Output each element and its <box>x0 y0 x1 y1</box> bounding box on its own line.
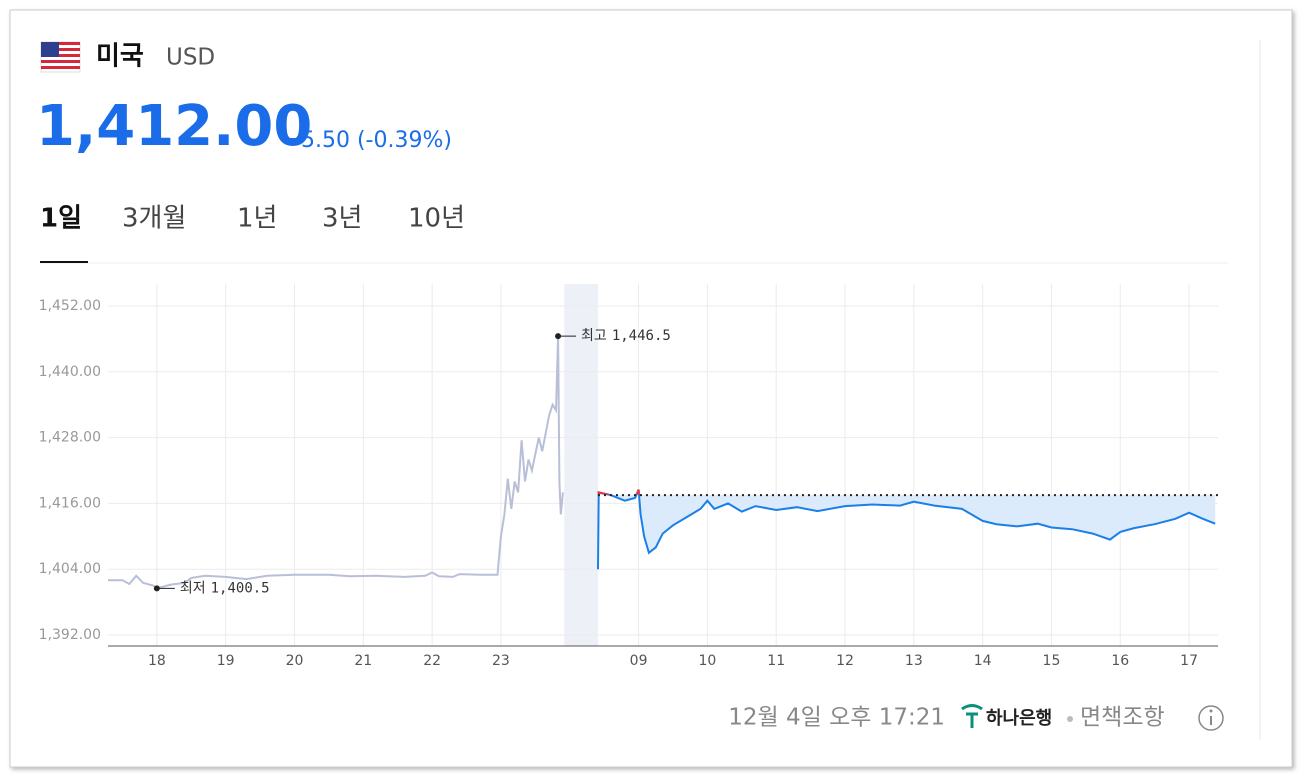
frame <box>9 9 1293 768</box>
x-tick-label: 16 <box>1111 653 1129 669</box>
line <box>108 336 564 590</box>
x-tick-label: 22 <box>423 653 441 669</box>
line <box>597 489 1216 570</box>
tabs: 1일 3개월 1년 3년 10년 <box>40 204 465 263</box>
night-band <box>564 284 598 646</box>
x-tick-label: 20 <box>286 653 304 669</box>
tab[interactable]: 10년 <box>408 204 465 234</box>
timestamp: 12월 4일 오후 17:21 <box>728 705 945 731</box>
x-tick-label: 21 <box>354 653 372 669</box>
x-tick-label: 13 <box>905 653 923 669</box>
country: 미국 <box>96 42 144 72</box>
disclaimer[interactable]: 면책조항 <box>1080 705 1165 731</box>
y-tick-label: 1,392.00 <box>39 627 101 643</box>
flag-icon <box>40 41 81 73</box>
x-tick-label: 19 <box>217 653 235 669</box>
x-tick-label: 11 <box>767 653 785 669</box>
info-icon[interactable] <box>1198 705 1224 731</box>
y-tick-label: 1,428.00 <box>39 430 101 446</box>
down-arrow <box>285 138 297 146</box>
bank-logo <box>961 704 983 728</box>
x-tick-label: 10 <box>698 653 716 669</box>
tab[interactable]: 3년 <box>322 204 362 234</box>
tab[interactable]: 1일 <box>40 204 82 234</box>
change: 5.50 (-0.39%) <box>301 128 452 153</box>
x-tick-label: 14 <box>974 653 992 669</box>
x-tick-label: 23 <box>492 653 510 669</box>
x-tick-label: 09 <box>630 653 648 669</box>
extreme-label: 최고 <box>581 328 607 344</box>
x-tick-label: 15 <box>1043 653 1061 669</box>
y-tick-label: 1,416.00 <box>39 495 101 511</box>
extreme-label: 최저 <box>180 580 206 596</box>
x-tick-label: 17 <box>1180 653 1198 669</box>
x-tick-label: 18 <box>148 653 166 669</box>
dot <box>1067 716 1073 722</box>
chart: 1,392.00 1,404.00 1,416.00 1,428.00 1,440.00… <box>39 284 1218 669</box>
tab[interactable]: 3개월 <box>122 204 186 234</box>
tab[interactable]: 1년 <box>237 204 277 234</box>
price: 1,412.00 <box>36 94 312 159</box>
bank-name: 하나은행 <box>986 708 1052 729</box>
currency: USD <box>166 45 215 71</box>
extreme-value: 1,446.5 <box>612 328 671 344</box>
y-tick-label: 1,440.00 <box>39 364 101 380</box>
area <box>597 489 1216 570</box>
y-tick-labels: 1,392.00 1,404.00 1,416.00 1,428.00 1,440.00… <box>39 298 101 643</box>
y-tick-label: 1,404.00 <box>39 561 101 577</box>
x-tick-label: 12 <box>836 653 854 669</box>
y-tick-label: 1,452.00 <box>39 298 101 314</box>
extreme-value: 1,400.5 <box>211 580 270 596</box>
